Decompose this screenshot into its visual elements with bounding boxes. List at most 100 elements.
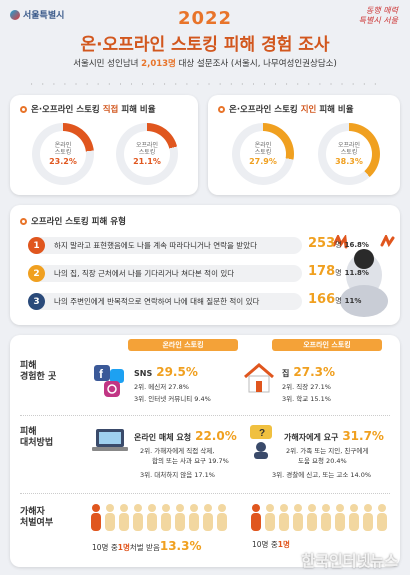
damage-type-count: 166명 11% <box>308 292 361 307</box>
person-icon <box>349 504 359 531</box>
damage-type-text: 나의 주변인에게 반복적으로 연락하여 나에 대해 질문한 적이 있다 <box>54 297 260 306</box>
donut-label: 오프라인 <box>135 142 159 149</box>
count-unit: 명 <box>335 269 342 277</box>
watermark: 한국인터넷뉴스 <box>301 552 398 570</box>
online-place-rank3: 3위. 인터넷 커뮤니티 9.4% <box>134 395 211 403</box>
person-icon <box>293 504 303 531</box>
page-title: 온·오프라인 스토킹 피해 경험 조사 <box>80 35 330 55</box>
offline-place-rank2: 2위. 직장 27.1% <box>282 383 331 391</box>
damage-type-text: 하지 말라고 표현했음에도 나를 계속 따라다니거나 연락을 받았다 <box>54 241 257 250</box>
slogan-line2: 특별시 서울 <box>358 16 398 25</box>
person-icon <box>279 504 289 531</box>
offline-response-top: 가해자에게 요구 31.7% <box>284 429 384 443</box>
hugging-person-icon <box>332 235 395 317</box>
count-value: 166 <box>308 292 336 307</box>
speech-bubble-person-icon: ? <box>250 425 272 459</box>
donut-label: 온라인 <box>254 142 272 149</box>
damage-type-count: 178명 11.8% <box>308 264 369 279</box>
bullet-icon <box>20 217 27 225</box>
house-icon <box>244 363 274 393</box>
response-label-1: 피해 <box>20 427 37 437</box>
facebook-icon <box>94 365 110 381</box>
social-media-icon: f <box>94 365 124 397</box>
person-icon <box>321 504 331 531</box>
online-place-top: SNS 29.5% <box>134 365 198 379</box>
online-response-top: 온라인 매체 요청 22.0% <box>134 429 237 443</box>
logo-text: 서울특별시 <box>23 11 65 21</box>
acquaintance-damage-title: 온·오프라인 스토킹 지인 피해 비율 <box>218 103 354 115</box>
online-punish-mid: 처벌 받음 <box>129 543 160 552</box>
seoul-logo-icon <box>10 9 20 20</box>
person-icon <box>377 504 387 531</box>
count-unit: 명 <box>335 241 342 249</box>
offline-place-top-label: 집 <box>282 369 290 378</box>
online-response-top-label: 온라인 매체 요청 <box>134 433 192 442</box>
offline-people-row <box>250 503 388 533</box>
damage-types-card: 오프라인 스토킹 피해 유형 1 하지 말라고 표현했음에도 나를 계속 따라다니… <box>10 205 400 325</box>
acquaintance-damage-card: 온·오프라인 스토킹 지인 피해 비율 온라인 스토킹 27.9% 오프라인 스… <box>208 95 400 195</box>
offline-place-top: 집 27.3% <box>282 365 335 379</box>
person-icon <box>251 504 261 531</box>
direct-title-suffix: 피해 비율 <box>118 105 156 115</box>
person-icon <box>307 504 317 531</box>
acq-title-suffix: 피해 비율 <box>316 105 354 115</box>
slogan-line1: 동행 매력 <box>366 6 398 15</box>
person-icon <box>189 504 199 531</box>
direct-title-prefix: 온·오프라인 스토킹 <box>31 105 103 115</box>
punish-label: 가해자 처벌여부 <box>20 507 53 529</box>
donut-label: 스토킹 <box>138 149 156 156</box>
slogan: 동행 매력 특별시 서울 <box>359 6 398 26</box>
damage-type-row: 3 나의 주변인에게 반복적으로 연락하여 나에 대해 질문한 적이 있다 <box>28 293 302 310</box>
divider <box>20 415 390 416</box>
person-icon <box>119 504 129 531</box>
response-label-2: 대처방법 <box>20 438 54 448</box>
offline-response-rank2a: 2위. 가족 또는 지인, 친구에게 <box>286 447 369 455</box>
offline-punish-highlight: 1명 <box>277 540 290 549</box>
online-place-rank2: 2위. 메신저 27.8% <box>134 383 189 391</box>
donut-label: 스토킹 <box>254 149 272 156</box>
direct-damage-card: 온·오프라인 스토킹 직접 피해 비율 온라인 스토킹 23.2% 오프라인 스… <box>10 95 198 195</box>
acq-title-highlight: 지인 <box>300 105 317 115</box>
online-header: 온라인 스토킹 <box>128 339 238 351</box>
count-percent: 11.8% <box>344 269 369 277</box>
subtitle-suffix: 대상 설문조사 (서울시, 나무여성인권상담소) <box>175 59 337 69</box>
comparison-card: 온라인 스토킹 오프라인 스토킹 피해 경험한 곳 f SNS 29.5% 2위… <box>10 335 400 567</box>
person-icon <box>203 504 213 531</box>
online-response-rank2a: 2위. 가해자에게 직접 삭제, <box>140 447 215 455</box>
acq-online-donut: 온라인 스토킹 27.9% <box>232 123 294 185</box>
online-place-top-label: SNS <box>134 369 153 378</box>
donut-value: 21.1% <box>133 157 161 166</box>
offline-place-rank3: 3위. 학교 15.1% <box>282 395 331 403</box>
offline-header: 오프라인 스토킹 <box>272 339 382 351</box>
person-icon <box>105 504 115 531</box>
donut-value: 38.3% <box>335 157 363 166</box>
types-title: 오프라인 스토킹 피해 유형 <box>20 215 126 227</box>
donut-label: 오프라인 <box>337 142 361 149</box>
person-icon <box>161 504 171 531</box>
punish-label-1: 가해자 <box>20 507 45 517</box>
person-icon <box>217 504 227 531</box>
rank-number-badge: 1 <box>28 237 45 254</box>
donut-label: 스토킹 <box>54 149 72 156</box>
person-icon <box>147 504 157 531</box>
count-percent: 11% <box>344 297 362 305</box>
punish-label-2: 처벌여부 <box>20 518 54 528</box>
rank-number-badge: 3 <box>28 293 45 310</box>
online-people-row <box>90 503 228 533</box>
acq-offline-donut: 오프라인 스토킹 38.3% <box>318 123 380 185</box>
instagram-icon <box>104 381 120 397</box>
place-label-1: 피해 <box>20 361 37 371</box>
laptop-icon <box>92 429 128 451</box>
subtitle-prefix: 서울시민 성인남녀 <box>73 59 142 69</box>
online-punish-text: 10명 중 1명 처벌 받음 13.3% <box>92 539 201 553</box>
person-icon <box>265 504 275 531</box>
types-title-text: 오프라인 스토킹 피해 유형 <box>31 217 126 227</box>
subtitle-highlight: 2,013명 <box>141 59 176 69</box>
rank-number-badge: 2 <box>28 265 45 282</box>
donut-label: 스토킹 <box>340 149 358 156</box>
offline-response-top-pct: 31.7% <box>342 429 384 443</box>
place-label-2: 경험한 곳 <box>20 372 57 382</box>
direct-online-donut: 온라인 스토킹 23.2% <box>32 123 94 185</box>
person-icon <box>91 504 101 531</box>
donut-label: 온라인 <box>54 142 72 149</box>
